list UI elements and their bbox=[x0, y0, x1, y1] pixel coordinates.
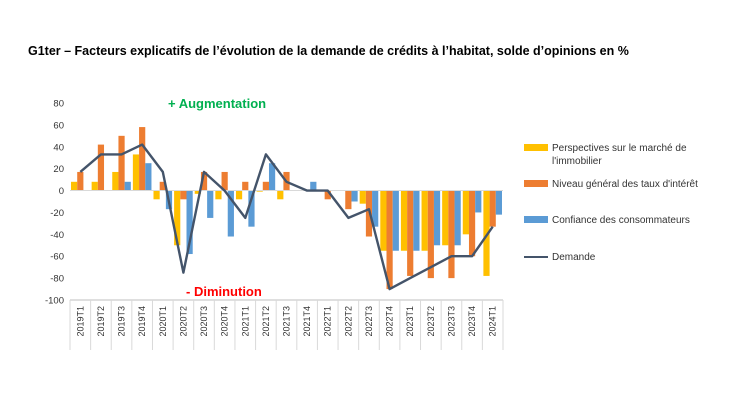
bar-2-2023T1 bbox=[413, 190, 420, 251]
x-tick-label: 2021T3 bbox=[282, 306, 292, 337]
bar-0-2019T4 bbox=[132, 154, 140, 191]
bar-2-2020T3 bbox=[207, 190, 214, 218]
bar-0-2023T4 bbox=[462, 190, 469, 235]
bar-2-2023T2 bbox=[433, 190, 441, 246]
y-tick-label: -40 bbox=[50, 230, 64, 241]
bar-0-2020T3 bbox=[194, 190, 201, 194]
line-layer bbox=[79, 143, 494, 291]
legend-label-confiance: Confiance des consommateurs bbox=[552, 215, 690, 226]
bar-1-2023T2 bbox=[427, 190, 434, 279]
legend-label-demande: Demande bbox=[552, 252, 596, 263]
y-tick-label: 0 bbox=[59, 186, 64, 197]
bar-1-2019T3 bbox=[118, 135, 125, 191]
bar-0-2019T3 bbox=[112, 171, 119, 191]
annotation-diminution: - Diminution bbox=[186, 284, 262, 299]
bar-0-2022T3 bbox=[359, 190, 366, 204]
demand-line bbox=[79, 143, 494, 291]
bar-1-2019T2 bbox=[97, 144, 105, 191]
bar-2-2023T3 bbox=[454, 190, 461, 246]
bar-2-2022T3 bbox=[372, 190, 379, 227]
bar-0-2021T3 bbox=[277, 190, 284, 200]
legend-swatch-confiance bbox=[524, 216, 548, 223]
x-tick-label: 2022T4 bbox=[385, 306, 395, 337]
y-tick-label: -80 bbox=[50, 274, 64, 285]
chart-title: G1ter – Facteurs explicatifs de l’évolut… bbox=[28, 44, 629, 58]
x-tick-label: 2022T2 bbox=[343, 306, 353, 337]
y-tick-label: -100 bbox=[45, 296, 64, 307]
x-tick-label: 2020T3 bbox=[199, 306, 209, 337]
bar-2-2022T2 bbox=[351, 190, 358, 202]
annotations-layer: + Augmentation - Diminution bbox=[168, 96, 266, 299]
y-tick-label: -20 bbox=[50, 208, 64, 219]
x-tick-label: 2023T4 bbox=[467, 306, 477, 337]
bar-2-2023T4 bbox=[475, 190, 482, 213]
x-tick-label: 2023T3 bbox=[446, 306, 456, 337]
x-tick-label: 2019T1 bbox=[75, 306, 85, 337]
x-tick-label: 2023T1 bbox=[405, 306, 415, 337]
bar-1-2021T1 bbox=[242, 181, 249, 191]
x-tick-label: 2023T2 bbox=[426, 306, 436, 337]
bar-2-2020T2 bbox=[186, 190, 193, 255]
bar-1-2023T4 bbox=[468, 190, 476, 257]
y-tick-label: 60 bbox=[53, 120, 64, 131]
bar-0-2020T4 bbox=[215, 190, 222, 200]
bar-2-2021T1 bbox=[248, 190, 255, 227]
legend-swatch-perspectives bbox=[524, 144, 548, 151]
bar-0-2019T1 bbox=[71, 181, 78, 191]
bar-2-2024T1 bbox=[495, 190, 502, 215]
y-tick-label: 20 bbox=[53, 164, 64, 175]
bar-2-2022T4 bbox=[392, 190, 399, 251]
x-tick-label: 2022T1 bbox=[323, 306, 333, 337]
bar-1-2022T2 bbox=[345, 190, 352, 210]
bar-0-2022T4 bbox=[380, 190, 387, 251]
bar-1-2020T2 bbox=[180, 190, 187, 200]
bar-1-2020T3 bbox=[200, 171, 208, 191]
x-tick-label: 2022T3 bbox=[364, 306, 374, 337]
y-tick-label: -60 bbox=[50, 252, 64, 263]
legend-swatch-demande bbox=[524, 256, 548, 258]
bar-0-2020T1 bbox=[153, 190, 160, 200]
x-tick-label: 2020T4 bbox=[220, 306, 230, 337]
y-tick-label: 80 bbox=[53, 99, 64, 110]
x-tick-label: 2019T2 bbox=[96, 306, 106, 337]
bar-1-2019T1 bbox=[77, 171, 84, 191]
bar-0-2023T3 bbox=[442, 190, 449, 246]
bar-2-2019T4 bbox=[145, 163, 152, 191]
bar-1-2023T1 bbox=[407, 190, 414, 276]
bar-1-2020T1 bbox=[159, 181, 166, 191]
bar-2-2019T3 bbox=[124, 181, 131, 191]
axis-layer: -100 -80 -60 -40 -20 0 20 40 60 80 2019T1 2019T2 201… bbox=[45, 99, 504, 350]
bar-1-2022T4 bbox=[386, 190, 393, 290]
x-tick-label: 2019T3 bbox=[117, 306, 127, 337]
bar-0-2023T2 bbox=[421, 190, 428, 251]
bar-0-2021T2 bbox=[256, 190, 263, 192]
bar-1-2021T2 bbox=[262, 181, 269, 191]
bar-2-2021T4 bbox=[310, 181, 317, 191]
bar-1-2024T1 bbox=[489, 190, 496, 227]
x-tick-label: 2021T2 bbox=[261, 306, 271, 337]
x-tick-label: 2021T4 bbox=[302, 306, 312, 337]
bar-0-2021T1 bbox=[235, 190, 243, 200]
bar-0-2019T2 bbox=[91, 181, 98, 191]
bar-1-2023T3 bbox=[448, 190, 455, 279]
x-tick-label: 2021T1 bbox=[240, 306, 250, 337]
bar-2-2021T2 bbox=[268, 163, 276, 191]
legend-label-taux: Niveau général des taux d'intérêt bbox=[552, 179, 698, 190]
annotation-augmentation: + Augmentation bbox=[168, 96, 266, 111]
legend-label-perspectives: Perspectives sur le marché de l'immobili… bbox=[552, 143, 687, 167]
bar-1-2020T4 bbox=[221, 171, 228, 191]
x-tick-label: 2020T2 bbox=[178, 306, 188, 337]
bar-2-2020T4 bbox=[227, 190, 234, 237]
bar-0-2020T2 bbox=[174, 190, 181, 246]
x-tick-label: 2020T1 bbox=[158, 306, 168, 337]
bar-0-2023T1 bbox=[400, 190, 408, 251]
x-tick-label: 2019T4 bbox=[137, 306, 147, 337]
y-tick-label: 40 bbox=[53, 142, 64, 153]
bar-0-2024T1 bbox=[483, 190, 490, 276]
bar-1-2022T1 bbox=[324, 190, 331, 200]
bar-1-2019T4 bbox=[139, 127, 146, 191]
x-tick-label: 2024T1 bbox=[488, 306, 498, 337]
legend-swatch-taux bbox=[524, 180, 548, 187]
